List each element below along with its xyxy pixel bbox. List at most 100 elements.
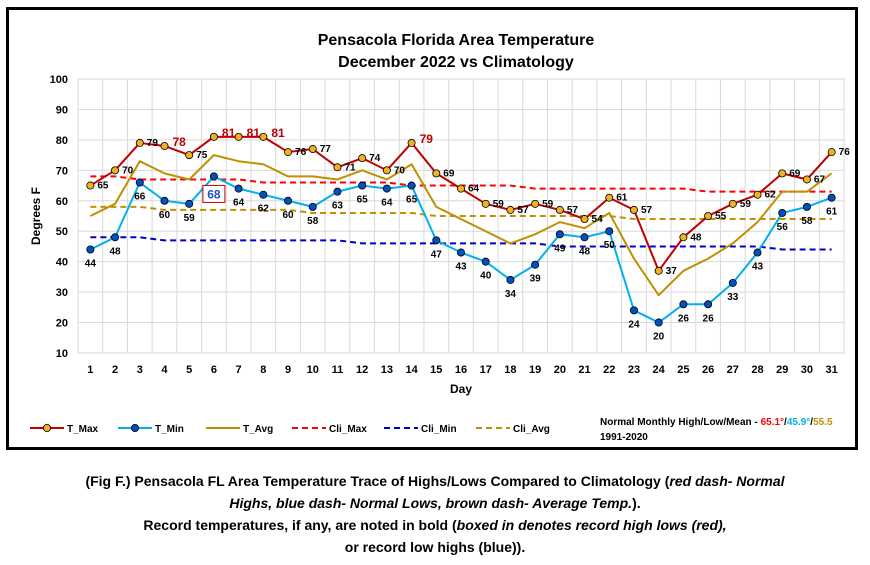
legend-label: T_Avg	[243, 424, 273, 435]
legend-label: T_Min	[155, 424, 184, 435]
point-t-max	[654, 266, 663, 275]
max-data-label: 69	[789, 168, 801, 179]
min-data-label: 60	[282, 210, 294, 221]
max-data-label: 67	[814, 174, 826, 185]
max-data-label: 81	[247, 126, 261, 140]
min-data-label: 43	[455, 262, 467, 273]
x-tick-label: 27	[727, 364, 739, 376]
caption-line-1: (Fig F.) Pensacola FL Area Temperature T…	[85, 473, 785, 489]
point-t-max	[629, 205, 638, 214]
max-data-label: 81	[271, 126, 285, 140]
max-data-label: 81	[222, 126, 236, 140]
caption-line-3: Record temperatures, if any, are noted i…	[143, 517, 727, 533]
point-t-min	[456, 248, 465, 257]
series-line-t-avg	[89, 154, 833, 297]
point-t-max	[135, 138, 144, 147]
x-axis-label: Day	[450, 382, 472, 396]
point-t-min	[605, 227, 614, 236]
min-data-label: 50	[604, 240, 616, 251]
point-t-min	[135, 178, 144, 187]
normals-label: Normal Monthly High/Low/Mean -	[600, 417, 761, 428]
min-data-label: 40	[480, 271, 492, 282]
min-data-label: 66	[134, 192, 146, 203]
max-data-label: 48	[690, 232, 702, 243]
x-tick-label: 18	[504, 364, 516, 376]
point-t-max	[802, 175, 811, 184]
point-t-min	[555, 230, 564, 239]
point-t-max	[679, 233, 688, 242]
y-tick-label: 40	[56, 257, 68, 269]
max-data-label: 55	[715, 211, 727, 222]
point-t-min	[185, 199, 194, 208]
point-t-max	[259, 132, 268, 141]
legend-marker	[43, 423, 52, 432]
x-tick-label: 17	[480, 364, 492, 376]
min-data-label: 61	[826, 207, 838, 218]
x-tick-label: 31	[826, 364, 838, 376]
x-tick-label: 10	[307, 364, 319, 376]
point-t-min	[284, 196, 293, 205]
x-tick-label: 12	[356, 364, 368, 376]
max-data-label: 37	[666, 266, 678, 277]
max-data-label: 54	[592, 214, 604, 225]
y-tick-label: 20	[56, 318, 68, 330]
max-data-label: 57	[567, 205, 579, 216]
point-t-min	[111, 233, 120, 242]
x-tick-label: 21	[578, 364, 590, 376]
min-data-label: 34	[505, 289, 517, 300]
min-data-label: 59	[184, 213, 196, 224]
legend: T_Max T_Min T_Avg Cli_Max Cli_Min Cli_Avg	[30, 423, 550, 435]
caption-line-4: or record low highs (blue)).	[344, 539, 526, 555]
x-tick-label: 3	[137, 364, 143, 376]
max-data-label: 57	[517, 205, 529, 216]
point-t-max	[827, 148, 836, 157]
max-data-label: 59	[740, 199, 752, 210]
record-box	[202, 184, 226, 203]
x-tick-label: 26	[702, 364, 714, 376]
min-data-label: 60	[159, 210, 171, 221]
point-t-min	[209, 172, 218, 181]
point-t-min	[778, 208, 787, 217]
point-t-min	[827, 193, 836, 202]
point-t-max	[481, 199, 490, 208]
min-data-label: 48	[110, 246, 122, 257]
point-t-max	[234, 132, 243, 141]
x-tick-label: 20	[554, 364, 566, 376]
normals-slash-2: /	[810, 417, 813, 428]
caption-line-2: Highs, blue dash- Normal Lows, brown das…	[229, 495, 641, 511]
point-t-min	[654, 318, 663, 327]
normals-text: Normal Monthly High/Low/Mean - 65.1°/45.…	[600, 417, 833, 428]
point-t-max	[308, 145, 317, 154]
point-t-max	[605, 193, 614, 202]
y-tick-label: 10	[56, 348, 68, 360]
x-tick-label: 30	[801, 364, 813, 376]
max-data-label: 59	[493, 199, 505, 210]
point-t-min	[407, 181, 416, 190]
x-tick-label: 29	[776, 364, 788, 376]
point-t-max	[358, 154, 367, 163]
point-t-max	[209, 132, 218, 141]
max-data-label: 59	[542, 199, 554, 210]
point-t-min	[481, 257, 490, 266]
min-data-label: 47	[431, 249, 443, 260]
point-t-max	[407, 138, 416, 147]
point-t-max	[704, 211, 713, 220]
legend-marker	[130, 423, 139, 432]
y-axis-label: Degrees F	[29, 187, 43, 245]
point-t-min	[531, 260, 540, 269]
figure-caption: (Fig F.) Pensacola FL Area Temperature T…	[0, 470, 870, 558]
point-t-min	[432, 236, 441, 245]
x-tick-label: 23	[628, 364, 640, 376]
min-data-label: 64	[381, 198, 393, 209]
legend-label: Cli_Avg	[513, 424, 550, 435]
max-data-label: 74	[369, 153, 381, 164]
min-data-label: 64	[233, 198, 245, 209]
point-t-max	[753, 190, 762, 199]
min-data-label: 48	[579, 246, 591, 257]
point-t-min	[86, 245, 95, 254]
point-t-max	[86, 181, 95, 190]
max-data-label: 76	[839, 147, 851, 158]
max-data-label: 69	[443, 168, 455, 179]
